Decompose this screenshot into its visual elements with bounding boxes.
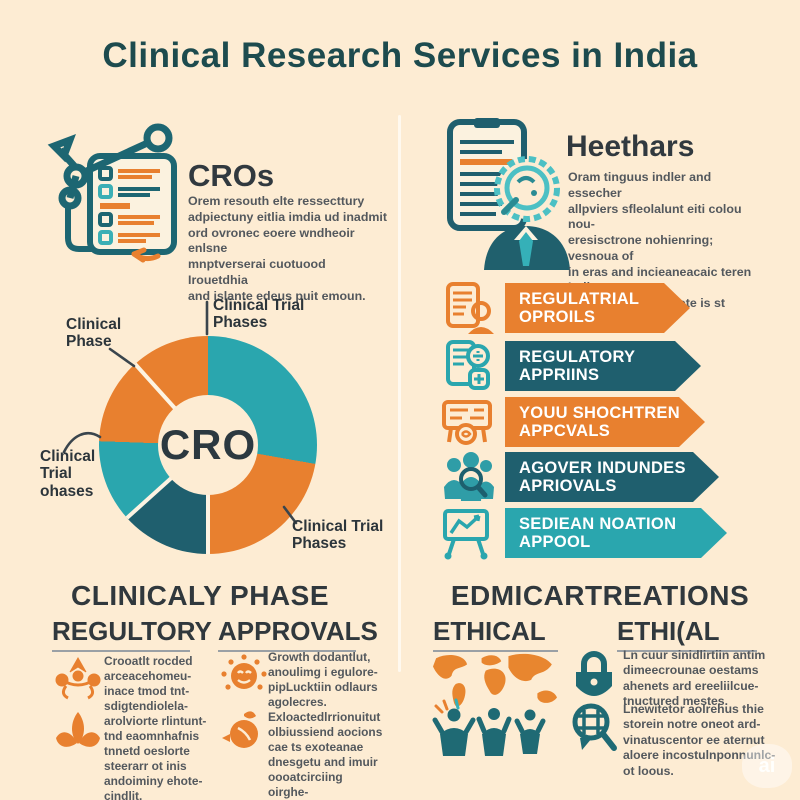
cros-description: Orem resouth elte ressecttury adpiectuny…	[188, 194, 387, 303]
list-item: REGULATORY APPRIINS	[437, 338, 701, 394]
list-item: YOUU SHOCHTREN APPCVALS	[437, 394, 705, 450]
banner-youu-shochtren: YOUU SHOCHTREN APPCVALS	[505, 397, 705, 447]
donut-label-upper-left: Clinical Phase	[66, 316, 122, 351]
phone-medical-icon	[446, 340, 490, 390]
ai-watermark: ai	[742, 744, 792, 788]
regultory-underline	[52, 650, 190, 652]
page-title: Clinical Research Services in India	[102, 36, 698, 75]
cheering-people-icons	[432, 698, 546, 756]
banner-regulatory: REGULATORY APPRIINS	[505, 341, 701, 391]
regultory-subheader: REGULTORY	[52, 616, 212, 646]
people-magnifier-icon	[444, 452, 494, 501]
cro-clipboard-robot-icon	[47, 123, 177, 263]
clinicaly-phase-header: CLINICALY PHASE	[71, 580, 329, 611]
donut-center-label: CRO	[159, 421, 257, 468]
donut-label-connectors	[62, 300, 298, 525]
certified-researcher-icon	[447, 118, 570, 270]
heethars-title: Heethars	[566, 130, 695, 163]
banner-regulatrial: REGULATRIAL OPROILS	[505, 283, 690, 333]
molecule-and-lotus-icons	[55, 656, 101, 747]
globe-magnifier-icon	[572, 703, 617, 751]
donut-label-bottom-right: Clinical Trial Phases	[292, 518, 384, 553]
sun-and-bird-icons	[221, 654, 267, 748]
approvals-subheader: APPROVALS	[218, 616, 378, 646]
ethical-right-underline	[617, 650, 757, 652]
donut-label-left: Clinical Trial ohases	[40, 448, 96, 500]
list-item: REGULATRIAL OPROILS	[437, 280, 690, 336]
donut-hole: CRO	[158, 395, 258, 495]
edmicartreations-header: EDMICARTREATIONS	[450, 580, 750, 611]
banner-sediean-noation: SEDIEAN NOATION APPOOL	[505, 508, 727, 558]
approvals-underline	[218, 650, 356, 652]
chart-easel-icon	[443, 509, 489, 560]
regultory-text: Crooatlt rocded arceacehomeu- inace tmod…	[104, 654, 207, 800]
list-item: AGOVER INDUNDES APRIOVALS	[437, 449, 719, 505]
lock-icon	[576, 651, 612, 696]
list-item: SEDIEAN NOATION APPOOL	[437, 505, 727, 561]
cro-donut-chart: CRO	[99, 336, 317, 554]
ethical-text-1: Ln cuur sinidlirtiin antim dimeecrounae …	[623, 648, 766, 709]
approvals-text: Growth dodantlut, anoulimg i egulore- pi…	[268, 650, 383, 799]
cros-title: CROs	[188, 158, 275, 193]
ethical-left-subheader: ETHICAL	[433, 616, 546, 646]
heethars-description: Oram tinguus indler and essecher allpvie…	[568, 170, 752, 326]
clipboard-person-icon	[446, 282, 494, 334]
column-divider	[398, 115, 401, 672]
ethical-left-underline	[433, 650, 558, 652]
billboard-coin-icon	[442, 400, 492, 445]
banner-agover-indundes: AGOVER INDUNDES APRIOVALS	[505, 452, 719, 502]
ethical-right-subheader: ETHI(AL	[617, 616, 720, 646]
donut-label-top: Clinical Trial Phases	[213, 297, 305, 332]
ethical-text-2: Lnewitetor aolrehus thie storein notre o…	[623, 702, 776, 778]
